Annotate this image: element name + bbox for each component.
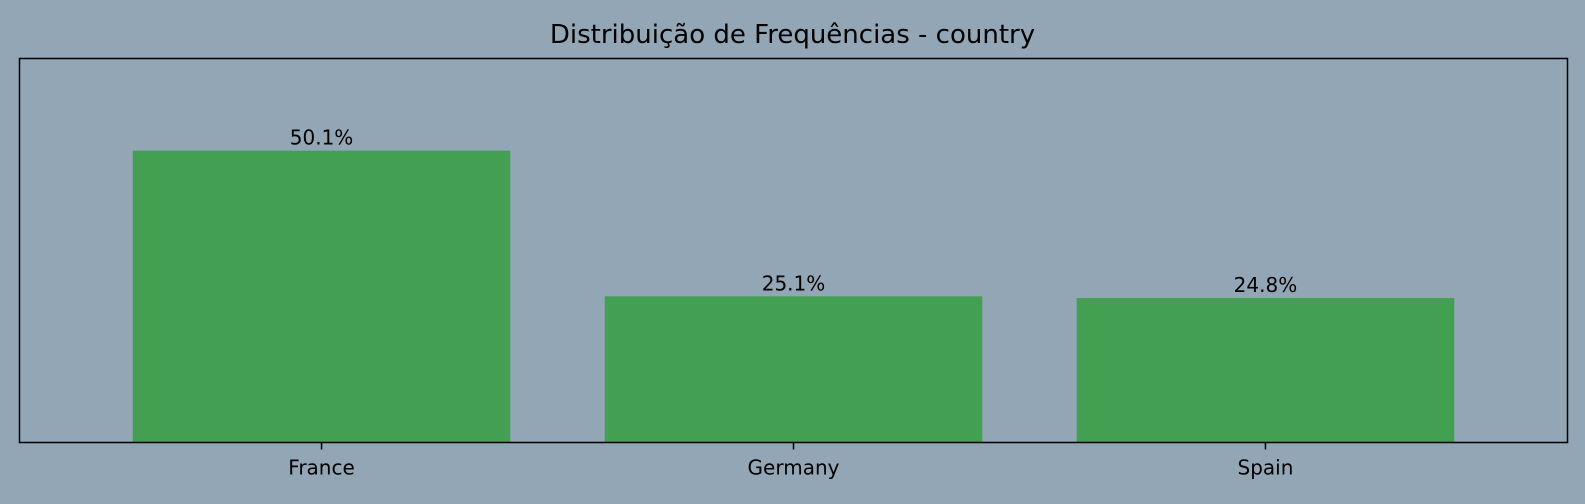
- bar-spain: [1076, 298, 1455, 443]
- bar-germany: [604, 296, 983, 443]
- data-label-germany: 25.1%: [762, 271, 826, 295]
- bar-france: [132, 150, 511, 443]
- chart-title: Distribuição de Frequências - country: [550, 20, 1035, 50]
- bars-group: [132, 150, 1455, 443]
- x-axis-ticks-group: France Germany Spain: [288, 442, 1294, 480]
- plot-area-frame: [18, 57, 1569, 444]
- x-tick-label-germany: Germany: [748, 456, 840, 480]
- x-tick-label-france: France: [288, 456, 355, 480]
- data-labels-group: 50.1% 25.1% 24.8%: [290, 126, 1297, 297]
- x-tick-label-spain: Spain: [1238, 456, 1294, 480]
- data-label-france: 50.1%: [290, 126, 354, 150]
- data-label-spain: 24.8%: [1234, 273, 1298, 297]
